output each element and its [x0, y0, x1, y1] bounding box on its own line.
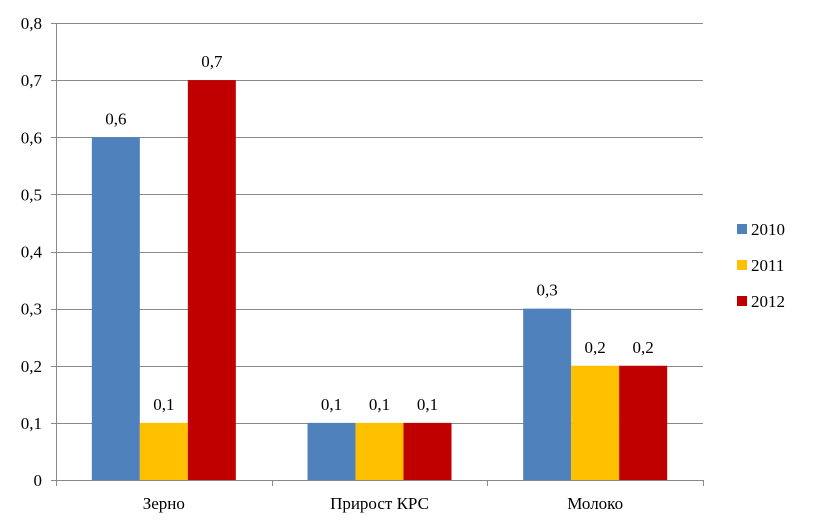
bar-2012-1	[187, 80, 236, 480]
data-labels: 0,6 0,1 0,7 0,1 0,1 0,1 0,3 0,2 0,2	[105, 52, 654, 414]
bar-2010-2	[307, 422, 356, 480]
y-axis-tick-labels: 0 0,1 0,2 0,3 0,4 0,5 0,6 0,7 0,8	[21, 14, 43, 490]
x-category-label: Прирост КРС	[330, 494, 429, 513]
y-tick-label: 0,1	[21, 414, 42, 433]
data-label: 0,6	[105, 109, 126, 128]
legend: 2010 2011 2012	[737, 220, 785, 311]
x-category-label: Зерно	[143, 494, 185, 513]
bars	[91, 80, 668, 480]
legend-swatch	[737, 296, 747, 306]
bar-2010-3	[523, 308, 572, 480]
x-category-label: Молоко	[567, 494, 623, 513]
y-tick-label: 0	[34, 471, 43, 490]
data-label: 0,7	[201, 52, 223, 71]
bar-2011-1	[139, 422, 188, 480]
legend-label: 2012	[751, 292, 785, 311]
y-tick-label: 0,5	[21, 185, 42, 204]
gridlines	[56, 23, 703, 424]
bar-2012-3	[619, 365, 668, 480]
legend-label: 2011	[751, 256, 784, 275]
y-tick-label: 0,3	[21, 300, 42, 319]
legend-swatch	[737, 260, 747, 270]
x-axis-category-labels: Зерно Прирост КРС Молоко	[143, 494, 623, 513]
bar-2010-1	[91, 137, 140, 480]
data-label: 0,2	[585, 338, 606, 357]
y-tick-label: 0,8	[21, 14, 42, 33]
bar-2011-2	[355, 422, 404, 480]
data-label: 0,1	[369, 395, 390, 414]
legend-label: 2010	[751, 220, 785, 239]
y-tick-label: 0,2	[21, 357, 42, 376]
bar-2011-3	[571, 365, 620, 480]
data-label: 0,3	[537, 281, 558, 300]
data-label: 0,2	[633, 338, 654, 357]
y-tick-label: 0,7	[21, 71, 43, 90]
data-label: 0,1	[321, 395, 342, 414]
y-tick-label: 0,4	[21, 243, 43, 262]
bar-2012-2	[403, 422, 452, 480]
data-label: 0,1	[417, 395, 438, 414]
data-label: 0,1	[153, 395, 174, 414]
legend-swatch	[737, 224, 747, 234]
y-tick-label: 0,6	[21, 128, 42, 147]
axes	[51, 23, 704, 486]
